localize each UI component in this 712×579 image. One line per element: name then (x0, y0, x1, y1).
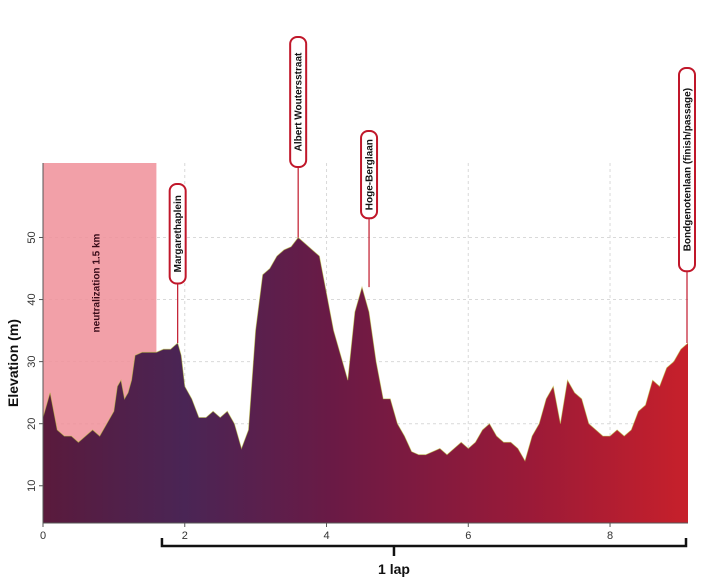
x-tick-label: 0 (40, 530, 46, 542)
marker: Hoge-Berglaan (360, 130, 379, 288)
marker-box (360, 130, 379, 220)
y-tick-label: 50 (26, 231, 38, 243)
x-tick-label: 6 (465, 530, 471, 542)
marker-label: Hoge-Berglaan (365, 139, 376, 210)
marker-box (678, 67, 696, 273)
x-tick-label: 8 (607, 530, 613, 542)
marker-box (289, 36, 308, 168)
y-tick-labels: 10 20 30 40 50 (26, 231, 43, 492)
neutralization-label: neutralization 1.5 km (92, 233, 103, 332)
lap-bracket: 1 lap (160, 538, 688, 577)
lap-label: 1 lap (378, 561, 410, 577)
elevation-line (42, 236, 689, 462)
y-tick-label: 40 (26, 293, 38, 305)
x-tick-label: 2 (182, 530, 188, 542)
marker-box (168, 183, 187, 285)
marker-label: Bondgenotenlaan (finish/passage) (683, 88, 694, 251)
elevation-area (43, 237, 688, 523)
marker: Margarethaplein (168, 183, 187, 343)
x-tick-labels: 0 2 4 6 8 (40, 523, 613, 542)
y-tick-label: 10 (26, 480, 38, 492)
y-axis-label: Elevation (m) (5, 319, 21, 407)
marker: Bondgenotenlaan (finish/passage) (678, 67, 696, 343)
y-tick-label: 30 (26, 355, 38, 367)
marker: Albert Woutersstraat (289, 36, 308, 238)
y-tick-label: 20 (26, 418, 38, 430)
x-tick-label: 4 (323, 530, 329, 542)
marker-label: Margarethaplein (173, 195, 184, 272)
location-markers: Margarethaplein Albert Woutersstraat Hoge-… (168, 36, 696, 343)
marker-label: Albert Woutersstraat (294, 52, 305, 151)
lap-bracket-line (160, 538, 688, 556)
